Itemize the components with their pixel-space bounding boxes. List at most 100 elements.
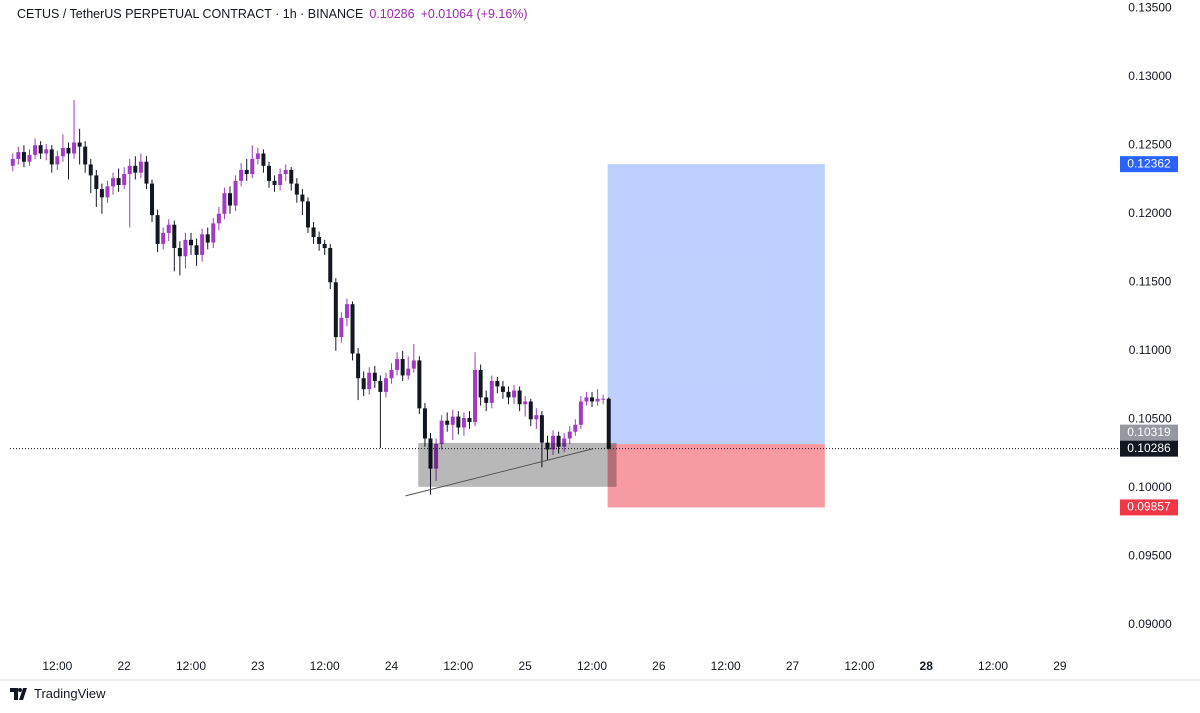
candle-body <box>94 175 99 190</box>
candle-body <box>294 183 299 195</box>
candle-body <box>461 417 466 428</box>
y-tick-label: 0.13500 <box>1128 0 1172 14</box>
candle-body <box>44 149 49 154</box>
x-tick-label: 12:00 <box>176 659 206 673</box>
candle-body <box>506 391 511 398</box>
candle-body <box>456 416 461 428</box>
candle-body <box>523 401 528 405</box>
y-tick-label: 0.09000 <box>1128 617 1172 631</box>
candle-body <box>378 380 383 392</box>
price-tag <box>1120 440 1178 457</box>
x-tick-label: 29 <box>1053 659 1067 673</box>
range-box <box>418 442 617 487</box>
candle-body <box>328 248 333 283</box>
candle-body <box>222 193 227 214</box>
candle-body <box>138 161 143 173</box>
candle-body <box>55 156 60 165</box>
candle-body <box>406 368 411 376</box>
candle-body <box>305 201 310 228</box>
candle-body <box>534 415 539 420</box>
candle-body <box>283 169 288 175</box>
x-tick-label: 12:00 <box>978 659 1008 673</box>
candle-body <box>434 443 439 469</box>
y-tick-label: 0.12000 <box>1128 206 1172 220</box>
x-tick-label: 23 <box>251 659 265 673</box>
last-price: 0.10286 <box>369 7 415 21</box>
candle-body <box>205 234 210 243</box>
candle-body <box>239 169 244 181</box>
y-tick-label: 0.11000 <box>1129 343 1172 357</box>
price-change: +0.01064 (+9.16%) <box>420 7 528 21</box>
candle-body <box>567 431 572 439</box>
candle-body <box>322 243 327 249</box>
candle-body <box>166 224 171 233</box>
candle-body <box>428 438 433 469</box>
candle-body <box>395 359 400 370</box>
candle-body <box>38 145 43 154</box>
candle-body <box>150 183 155 216</box>
candle-body <box>105 186 110 198</box>
x-tick-label: 12:00 <box>711 659 741 673</box>
candle-body <box>144 161 149 184</box>
y-tick-label: 0.11500 <box>1129 274 1172 288</box>
candle-body <box>450 416 455 425</box>
candle-body <box>266 165 271 181</box>
candle-body <box>512 390 517 398</box>
candle-body <box>177 248 182 257</box>
price-tag-label: 0.10319 <box>1127 425 1171 439</box>
candle-body <box>556 435 561 447</box>
candle-body <box>411 360 416 369</box>
candle-body <box>595 398 600 402</box>
candle-body <box>250 158 255 175</box>
candle-body <box>244 169 249 175</box>
y-tick-label: 0.09500 <box>1128 549 1172 563</box>
candle-body <box>601 398 606 400</box>
candle-body <box>489 380 494 403</box>
y-tick-label: 0.13000 <box>1128 69 1172 83</box>
candle-body <box>484 397 489 403</box>
x-tick-label: 27 <box>786 659 800 673</box>
candle-body <box>228 193 232 206</box>
candle-body <box>584 397 589 402</box>
candle-body <box>356 353 361 379</box>
candle-body <box>88 164 93 176</box>
price-tag <box>1120 424 1178 441</box>
candle-body <box>333 282 338 338</box>
chart-header: CETUS / TetherUS PERPETUAL CONTRACT · 1h… <box>17 7 528 21</box>
candle-body <box>517 390 522 405</box>
candle-body <box>16 152 21 159</box>
candle-body <box>72 142 77 154</box>
y-tick-label: 0.12500 <box>1128 137 1172 151</box>
candle-body <box>66 147 71 154</box>
candle-body <box>422 408 427 439</box>
candle-body <box>361 378 366 390</box>
candle-body <box>194 245 199 255</box>
candle-body <box>233 180 238 206</box>
candle-body <box>367 372 372 390</box>
candle-body <box>573 424 578 432</box>
candle-body <box>133 165 138 173</box>
candle-body <box>590 397 595 402</box>
x-tick-label: 22 <box>117 659 131 673</box>
candle-body <box>400 359 405 376</box>
price-tag-label: 0.09857 <box>1127 500 1171 514</box>
candle-body <box>116 178 121 185</box>
candle-body <box>289 169 294 184</box>
y-tick-label: 0.10000 <box>1128 480 1172 494</box>
brand: TradingView <box>34 686 106 701</box>
price-tag-label: 0.10286 <box>1127 441 1171 455</box>
candle-body <box>478 369 483 398</box>
candle-body <box>183 239 188 257</box>
candle-body <box>344 304 349 318</box>
chart-title: CETUS / TetherUS PERPETUAL CONTRACT · 1h… <box>17 7 364 21</box>
candle-body <box>300 194 305 202</box>
candle-body <box>216 213 221 224</box>
candle-body <box>27 154 32 162</box>
candle-body <box>272 180 277 185</box>
candle-body <box>10 158 15 166</box>
candle-body <box>551 435 556 450</box>
trend-line <box>405 448 593 497</box>
candle-body <box>539 415 544 443</box>
candle-body <box>189 239 194 246</box>
